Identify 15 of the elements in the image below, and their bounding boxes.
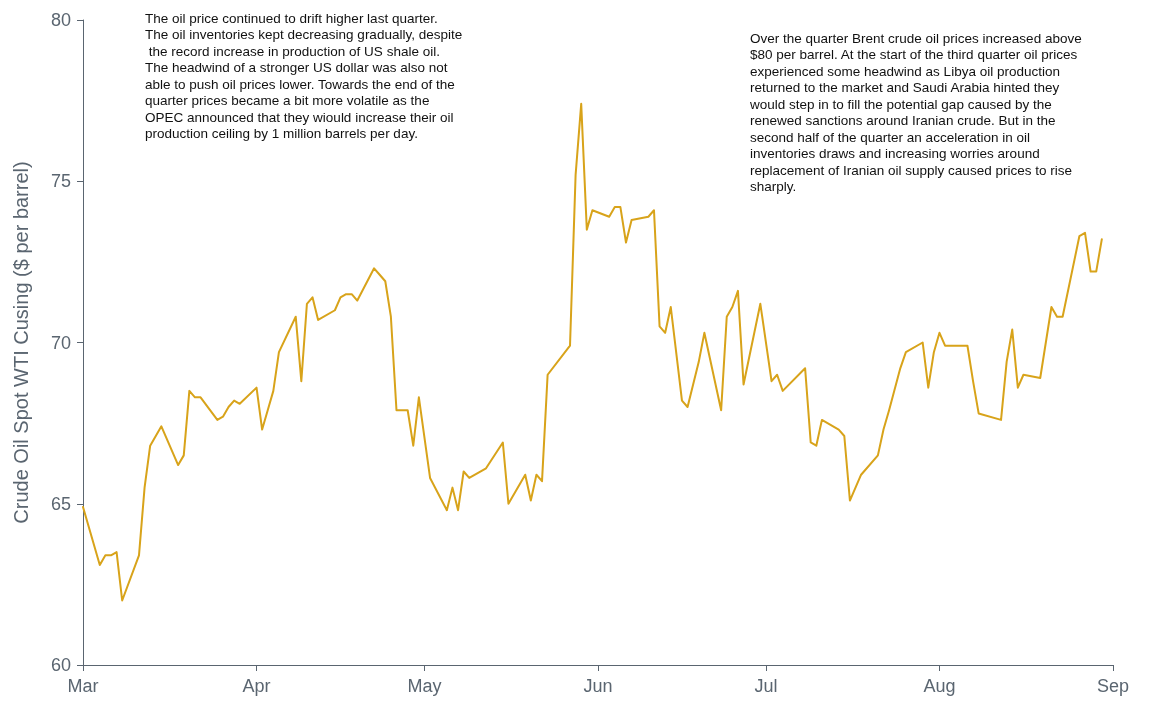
- annotation: The oil price continued to drift higher last quarter. The oil inventories kept decreasing gradually, despite the record increase in production of US shale oil. The headwind of a stronger US dollar was also not able to push oil prices lower. Towards the end of the quarter prices became a bit more volatile as the OPEC announced that they wiould increase their oil production ceiling by 1 million barrels per day.: [145, 10, 463, 142]
- y-tick-label: 65: [50, 493, 71, 514]
- x-tick-label: Apr: [242, 676, 271, 696]
- x-tick-label: Sep: [1096, 676, 1130, 696]
- x-tick-label: Aug: [923, 676, 956, 696]
- y-tick-label: 70: [50, 332, 71, 353]
- text: Over the quarter Brent crude oil prices increased above $80 per barrel. At the start of the third quarter oil prices experienced some headwind as Libya oil production returned to the market and Saudi Arabia hinted they would step in to fill the potential gap caused by the renewed sanctions around Iranian crude. But in the second half of the quarter an acceleration in oil inventories draws and increasing worries around replacement of Iranian oil supply caused prices to rise sharply.: [750, 30, 1082, 195]
- y-tick-label: 80: [50, 10, 71, 30]
- y-axis-title: Crude Oil Spot WTI Cusing ($ per barrel): [10, 161, 32, 524]
- x-tick-label: Jun: [583, 676, 613, 696]
- y-tick-label: 75: [50, 171, 71, 192]
- x-tick-label: Jul: [754, 676, 778, 696]
- x-tick-label: Mar: [67, 676, 99, 696]
- y-tick-label: 60: [50, 655, 71, 675]
- x-tick-label: May: [407, 676, 442, 696]
